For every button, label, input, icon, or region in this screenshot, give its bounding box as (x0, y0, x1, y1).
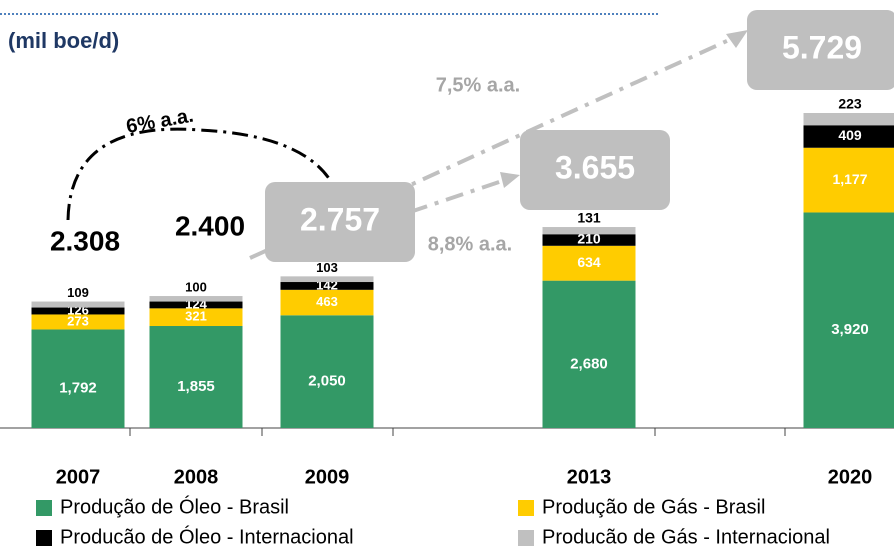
value-label: 463 (316, 294, 338, 309)
value-label: 1,177 (832, 171, 867, 187)
total-label: 3.655 (555, 149, 635, 185)
legend-label: Produção de Gás - Brasil (542, 496, 765, 518)
total-label: 2.400 (175, 210, 245, 241)
value-label: 273 (67, 313, 89, 328)
x-tick-label: 2013 (567, 466, 612, 488)
bar-segment (542, 227, 636, 235)
legend-swatch (518, 530, 534, 546)
total-label: 2.308 (50, 225, 120, 256)
bar-segment (149, 296, 243, 302)
bar-segment (280, 289, 374, 316)
bar-segment (803, 125, 894, 148)
value-label: 210 (577, 231, 601, 247)
bar-segment (542, 234, 636, 246)
x-tick-label: 2008 (174, 466, 219, 488)
growth-label: 7,5% a.a. (436, 74, 521, 96)
bar-segment (31, 329, 125, 428)
bar-segment (542, 245, 636, 281)
total-box (520, 130, 670, 210)
subtitle: (mil boe/d) (8, 28, 119, 53)
growth-arc (66, 127, 332, 221)
growth-label: 6% a.a. (125, 105, 196, 138)
legend-swatch (36, 500, 52, 516)
bar-segment (803, 212, 894, 428)
bar-segment (149, 308, 243, 327)
x-tick-label: 2009 (305, 466, 350, 488)
bar-segment (803, 113, 894, 126)
value-label: 1,792 (59, 380, 97, 397)
value-label: 100 (185, 279, 207, 294)
bar-segment (280, 315, 374, 428)
legend-label: Producão de Óleo - Internacional (60, 525, 354, 548)
value-label: 223 (838, 96, 862, 112)
total-box (747, 10, 894, 90)
x-tick-label: 2007 (56, 466, 101, 488)
bar-segment (31, 301, 125, 308)
bar-segment (31, 307, 125, 315)
total-box (265, 182, 415, 262)
value-label: 109 (67, 285, 89, 300)
bar-segment (542, 280, 636, 428)
bar-segment (280, 282, 374, 290)
value-label: 321 (185, 309, 207, 324)
bar-segment (149, 326, 243, 428)
growth-label: 8,8% a.a. (428, 233, 513, 255)
total-label: 5.729 (782, 29, 862, 65)
arrow-head (726, 30, 748, 48)
value-label: 3,920 (831, 321, 869, 338)
bar-segment (803, 147, 894, 213)
value-label: 634 (577, 254, 601, 270)
value-label: 2,050 (308, 373, 346, 390)
bar-segment (280, 276, 374, 283)
total-label: 2.757 (300, 201, 380, 237)
growth-arrow (409, 178, 506, 214)
value-label: 103 (316, 260, 338, 275)
legend-swatch (518, 500, 534, 516)
value-label: 2,680 (570, 355, 608, 372)
legend-label: Producão de Gás - Internacional (542, 526, 830, 548)
bar-segment (31, 314, 125, 330)
value-label: 1,855 (177, 378, 215, 395)
value-label: 131 (577, 210, 601, 226)
legend-label: Produção de Óleo - Brasil (60, 495, 289, 518)
value-label: 409 (838, 127, 862, 143)
legend-swatch (36, 530, 52, 546)
bar-segment (149, 301, 243, 309)
x-tick-label: 2020 (828, 466, 873, 488)
arrow-head (500, 172, 520, 188)
